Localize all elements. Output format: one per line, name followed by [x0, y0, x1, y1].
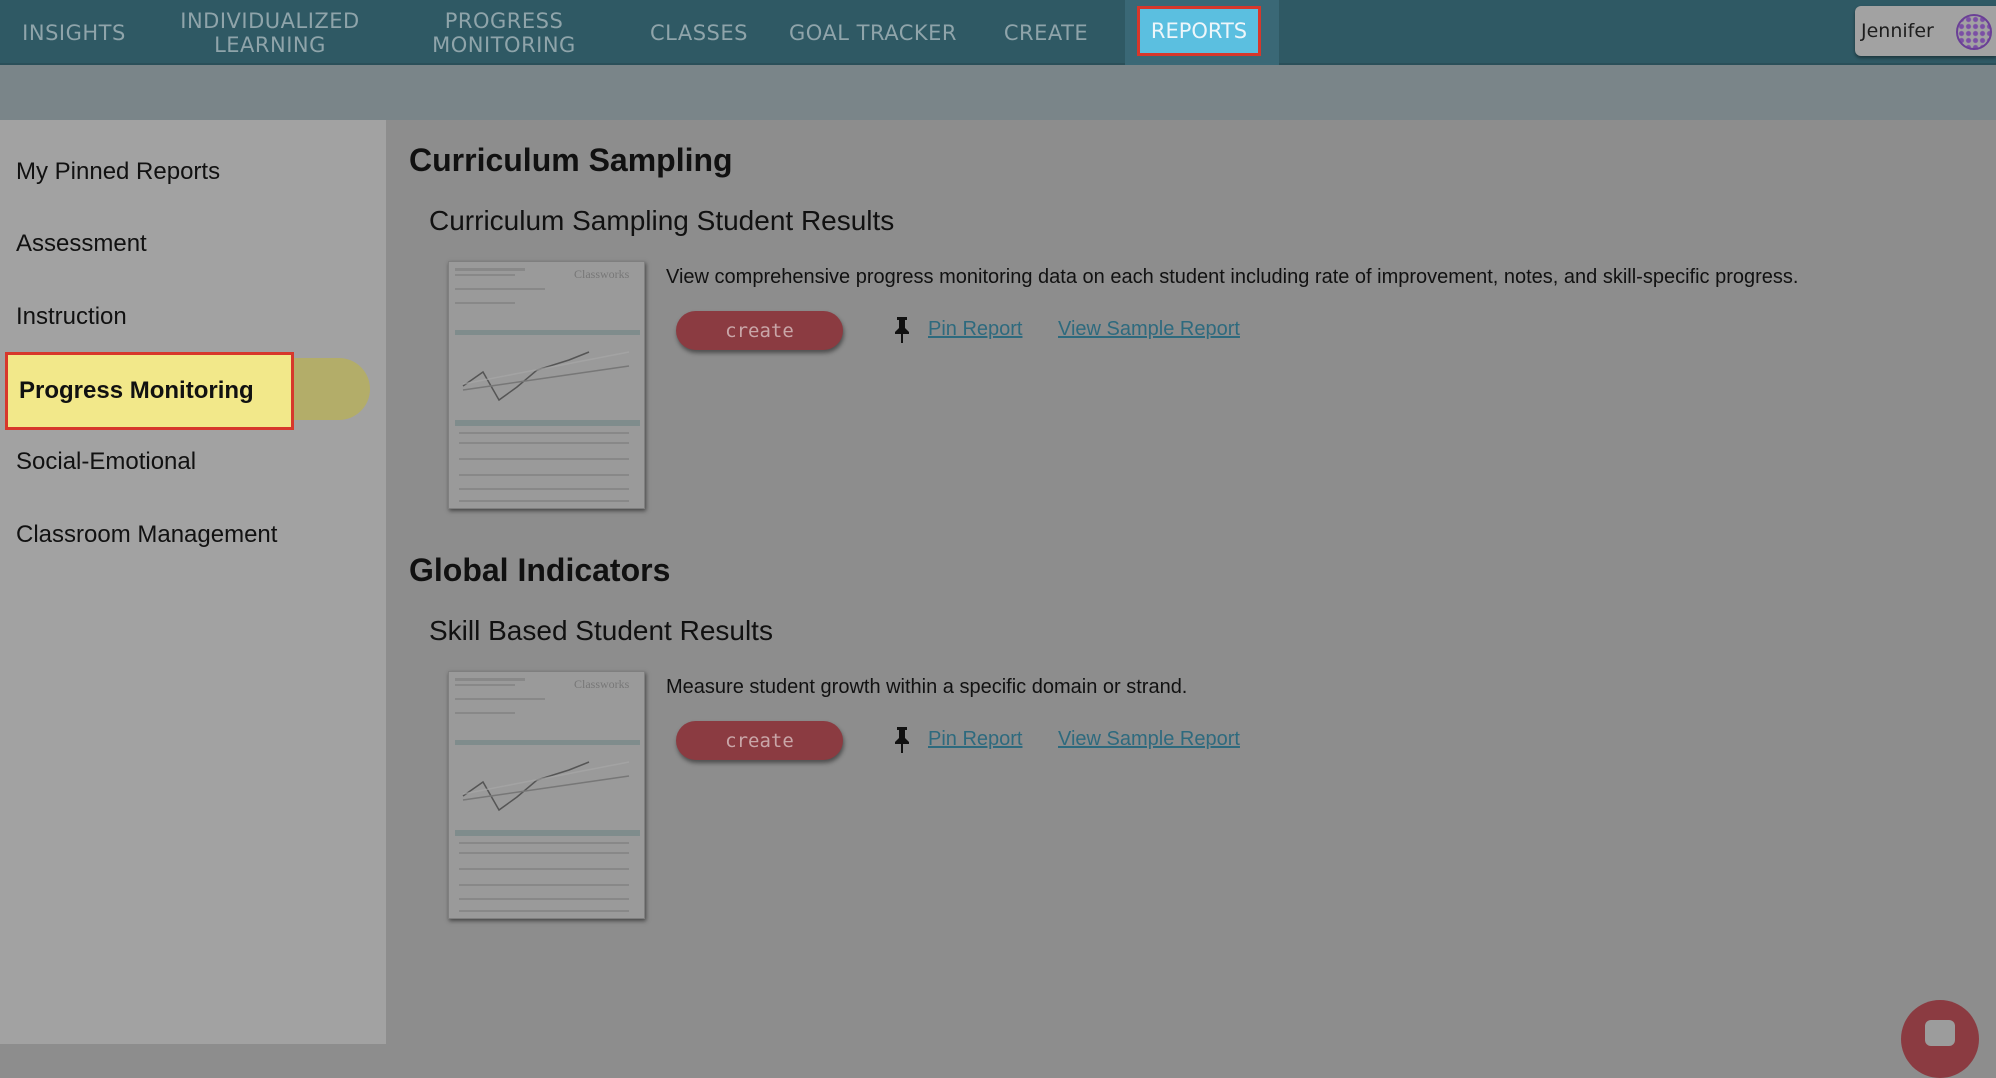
- thumbnail-preview: Classworks: [455, 267, 640, 502]
- sidebar-item-my-pinned-reports[interactable]: My Pinned Reports: [16, 158, 221, 185]
- thumbnail-preview: Classworks: [455, 677, 640, 912]
- top-nav: INSIGHTS INDIVIDUALIZED LEARNING PROGRES…: [0, 0, 1996, 65]
- report-thumbnail[interactable]: Classworks: [448, 261, 645, 509]
- sidebar-item-classroom-management[interactable]: Classroom Management: [16, 521, 278, 548]
- pin-report-link[interactable]: Pin Report: [928, 728, 1023, 750]
- report-title: Skill Based Student Results: [429, 615, 773, 646]
- nav-create[interactable]: CREATE: [1003, 20, 1089, 45]
- svg-text:Classworks: Classworks: [574, 677, 630, 691]
- nav-goal-tracker[interactable]: GOAL TRACKER: [788, 20, 958, 45]
- pin-icon[interactable]: [892, 726, 912, 754]
- sidebar-item-instruction[interactable]: Instruction: [16, 303, 127, 330]
- sidebar-item-label: Progress Monitoring: [19, 377, 254, 404]
- view-sample-report-link[interactable]: View Sample Report: [1058, 318, 1240, 340]
- create-button[interactable]: create: [676, 721, 843, 760]
- report-title: Curriculum Sampling Student Results: [429, 205, 895, 236]
- sidebar-item-social-emotional[interactable]: Social-Emotional: [16, 448, 197, 475]
- nav-progress-monitoring[interactable]: PROGRESS MONITORING: [432, 8, 576, 57]
- user-name: Jennifer: [1861, 20, 1934, 42]
- nav-classes[interactable]: CLASSES: [650, 20, 748, 45]
- report-description: Measure student growth within a specific…: [666, 676, 1188, 698]
- nav-reports[interactable]: REPORTS: [1137, 6, 1261, 56]
- sidebar-item-progress-monitoring[interactable]: Progress Monitoring: [5, 352, 294, 430]
- section-title: Curriculum Sampling: [409, 142, 733, 178]
- chat-icon[interactable]: [1901, 1000, 1979, 1078]
- pin-icon[interactable]: [892, 316, 912, 344]
- section-title: Global Indicators: [409, 552, 671, 588]
- view-sample-report-link[interactable]: View Sample Report: [1058, 728, 1240, 750]
- user-menu[interactable]: Jennifer: [1855, 6, 1996, 56]
- nav-insights[interactable]: INSIGHTS: [22, 20, 126, 45]
- svg-text:Classworks: Classworks: [574, 267, 630, 281]
- sidebar: [0, 120, 386, 1044]
- sub-header: [0, 65, 1996, 120]
- sidebar-item-assessment[interactable]: Assessment: [16, 230, 147, 257]
- avatar: [1956, 14, 1992, 50]
- report-thumbnail[interactable]: Classworks: [448, 671, 645, 919]
- report-description: View comprehensive progress monitoring d…: [666, 266, 1799, 288]
- create-button[interactable]: create: [676, 311, 843, 350]
- pin-report-link[interactable]: Pin Report: [928, 318, 1023, 340]
- nav-individualized-learning[interactable]: INDIVIDUALIZED LEARNING: [180, 8, 360, 57]
